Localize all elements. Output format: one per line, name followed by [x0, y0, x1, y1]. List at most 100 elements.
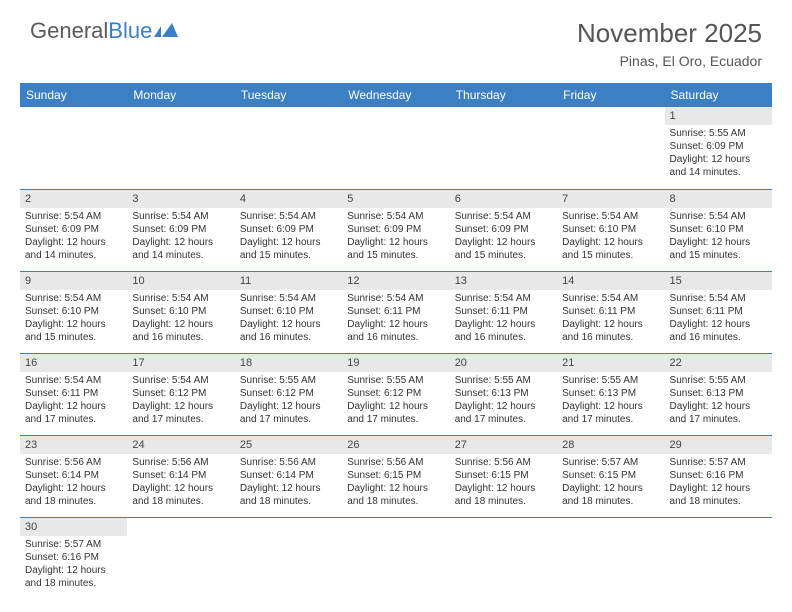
sunset-line: Sunset: 6:16 PM	[670, 469, 767, 482]
sunset-line: Sunset: 6:14 PM	[132, 469, 229, 482]
day-number: 21	[557, 354, 664, 372]
day-number: 3	[127, 190, 234, 208]
day-number: 27	[450, 436, 557, 454]
day-details: Sunrise: 5:54 AMSunset: 6:09 PMDaylight:…	[20, 208, 127, 266]
day-details: Sunrise: 5:54 AMSunset: 6:11 PMDaylight:…	[20, 372, 127, 430]
day-cell: 29Sunrise: 5:57 AMSunset: 6:16 PMDayligh…	[665, 435, 772, 517]
sunrise-line: Sunrise: 5:54 AM	[25, 292, 122, 305]
sunrise-line: Sunrise: 5:54 AM	[455, 210, 552, 223]
day-details: Sunrise: 5:55 AMSunset: 6:12 PMDaylight:…	[235, 372, 342, 430]
sunrise-line: Sunrise: 5:55 AM	[240, 374, 337, 387]
daylight-line: Daylight: 12 hours and 15 minutes.	[25, 318, 122, 344]
day-number: 30	[20, 518, 127, 536]
day-number: 5	[342, 190, 449, 208]
sunset-line: Sunset: 6:15 PM	[562, 469, 659, 482]
daylight-line: Daylight: 12 hours and 18 minutes.	[25, 564, 122, 590]
sunrise-line: Sunrise: 5:56 AM	[347, 456, 444, 469]
day-number: 4	[235, 190, 342, 208]
sunrise-line: Sunrise: 5:54 AM	[670, 210, 767, 223]
sunrise-line: Sunrise: 5:54 AM	[347, 292, 444, 305]
weekday-header: Friday	[557, 83, 664, 107]
sunset-line: Sunset: 6:11 PM	[562, 305, 659, 318]
day-cell: 24Sunrise: 5:56 AMSunset: 6:14 PMDayligh…	[127, 435, 234, 517]
sunrise-line: Sunrise: 5:56 AM	[132, 456, 229, 469]
sunset-line: Sunset: 6:10 PM	[240, 305, 337, 318]
empty-cell	[450, 517, 557, 599]
day-cell: 6Sunrise: 5:54 AMSunset: 6:09 PMDaylight…	[450, 189, 557, 271]
empty-cell	[450, 107, 557, 189]
sunrise-line: Sunrise: 5:54 AM	[347, 210, 444, 223]
day-cell: 10Sunrise: 5:54 AMSunset: 6:10 PMDayligh…	[127, 271, 234, 353]
day-details: Sunrise: 5:55 AMSunset: 6:12 PMDaylight:…	[342, 372, 449, 430]
sunrise-line: Sunrise: 5:57 AM	[562, 456, 659, 469]
sunset-line: Sunset: 6:10 PM	[670, 223, 767, 236]
day-details: Sunrise: 5:54 AMSunset: 6:09 PMDaylight:…	[235, 208, 342, 266]
sunset-line: Sunset: 6:10 PM	[25, 305, 122, 318]
daylight-line: Daylight: 12 hours and 16 minutes.	[670, 318, 767, 344]
day-cell: 19Sunrise: 5:55 AMSunset: 6:12 PMDayligh…	[342, 353, 449, 435]
day-number: 19	[342, 354, 449, 372]
day-cell: 30 Sunrise: 5:57 AMSunset: 6:16 PMDayligh…	[20, 517, 127, 599]
sunrise-line: Sunrise: 5:56 AM	[25, 456, 122, 469]
daylight-line: Daylight: 12 hours and 18 minutes.	[455, 482, 552, 508]
day-number: 29	[665, 436, 772, 454]
day-details: Sunrise: 5:57 AMSunset: 6:15 PMDaylight:…	[557, 454, 664, 512]
logo: GeneralBlue	[30, 18, 180, 44]
daylight-line: Daylight: 12 hours and 15 minutes.	[455, 236, 552, 262]
day-details: Sunrise: 5:54 AMSunset: 6:10 PMDaylight:…	[20, 290, 127, 348]
title-block: November 2025 Pinas, El Oro, Ecuador	[577, 18, 762, 69]
day-details: Sunrise: 5:55 AMSunset: 6:13 PMDaylight:…	[665, 372, 772, 430]
day-number: 18	[235, 354, 342, 372]
sunrise-line: Sunrise: 5:54 AM	[455, 292, 552, 305]
sunset-line: Sunset: 6:14 PM	[240, 469, 337, 482]
daylight-line: Daylight: 12 hours and 16 minutes.	[455, 318, 552, 344]
day-number: 15	[665, 272, 772, 290]
empty-cell	[557, 107, 664, 189]
day-cell: 17Sunrise: 5:54 AMSunset: 6:12 PMDayligh…	[127, 353, 234, 435]
sunrise-line: Sunrise: 5:57 AM	[25, 538, 122, 551]
weekday-header: Wednesday	[342, 83, 449, 107]
sunset-line: Sunset: 6:13 PM	[562, 387, 659, 400]
sunset-line: Sunset: 6:12 PM	[347, 387, 444, 400]
daylight-line: Daylight: 12 hours and 17 minutes.	[347, 400, 444, 426]
weekday-header: Thursday	[450, 83, 557, 107]
sunrise-line: Sunrise: 5:54 AM	[562, 292, 659, 305]
daylight-line: Daylight: 12 hours and 18 minutes.	[347, 482, 444, 508]
sunset-line: Sunset: 6:11 PM	[670, 305, 767, 318]
daylight-line: Daylight: 12 hours and 15 minutes.	[240, 236, 337, 262]
day-cell: 20Sunrise: 5:55 AMSunset: 6:13 PMDayligh…	[450, 353, 557, 435]
day-number: 8	[665, 190, 772, 208]
daylight-line: Daylight: 12 hours and 18 minutes.	[670, 482, 767, 508]
sunset-line: Sunset: 6:09 PM	[132, 223, 229, 236]
sunrise-line: Sunrise: 5:54 AM	[25, 210, 122, 223]
day-cell: 12Sunrise: 5:54 AMSunset: 6:11 PMDayligh…	[342, 271, 449, 353]
day-number: 7	[557, 190, 664, 208]
day-number: 14	[557, 272, 664, 290]
calendar-row: 30 Sunrise: 5:57 AMSunset: 6:16 PMDayligh…	[20, 517, 772, 599]
day-details: Sunrise: 5:56 AMSunset: 6:15 PMDaylight:…	[450, 454, 557, 512]
logo-text-2: Blue	[108, 18, 152, 44]
sunrise-line: Sunrise: 5:54 AM	[25, 374, 122, 387]
sunrise-line: Sunrise: 5:55 AM	[562, 374, 659, 387]
sunrise-line: Sunrise: 5:54 AM	[132, 292, 229, 305]
sunrise-line: Sunrise: 5:56 AM	[455, 456, 552, 469]
weekday-header: Saturday	[665, 83, 772, 107]
day-details: Sunrise: 5:55 AMSunset: 6:13 PMDaylight:…	[450, 372, 557, 430]
sunset-line: Sunset: 6:16 PM	[25, 551, 122, 564]
day-details: Sunrise: 5:54 AMSunset: 6:10 PMDaylight:…	[557, 208, 664, 266]
calendar-row: 2Sunrise: 5:54 AMSunset: 6:09 PMDaylight…	[20, 189, 772, 271]
empty-cell	[342, 107, 449, 189]
day-details: Sunrise: 5:56 AMSunset: 6:14 PMDaylight:…	[127, 454, 234, 512]
empty-cell	[127, 107, 234, 189]
sunset-line: Sunset: 6:09 PM	[240, 223, 337, 236]
empty-cell	[235, 517, 342, 599]
daylight-line: Daylight: 12 hours and 18 minutes.	[562, 482, 659, 508]
day-details: Sunrise: 5:54 AMSunset: 6:09 PMDaylight:…	[342, 208, 449, 266]
day-details: Sunrise: 5:56 AMSunset: 6:15 PMDaylight:…	[342, 454, 449, 512]
daylight-line: Daylight: 12 hours and 17 minutes.	[240, 400, 337, 426]
sunrise-line: Sunrise: 5:54 AM	[240, 292, 337, 305]
day-details: Sunrise: 5:54 AMSunset: 6:11 PMDaylight:…	[557, 290, 664, 348]
sunrise-line: Sunrise: 5:56 AM	[240, 456, 337, 469]
day-cell: 3Sunrise: 5:54 AMSunset: 6:09 PMDaylight…	[127, 189, 234, 271]
sunset-line: Sunset: 6:12 PM	[132, 387, 229, 400]
